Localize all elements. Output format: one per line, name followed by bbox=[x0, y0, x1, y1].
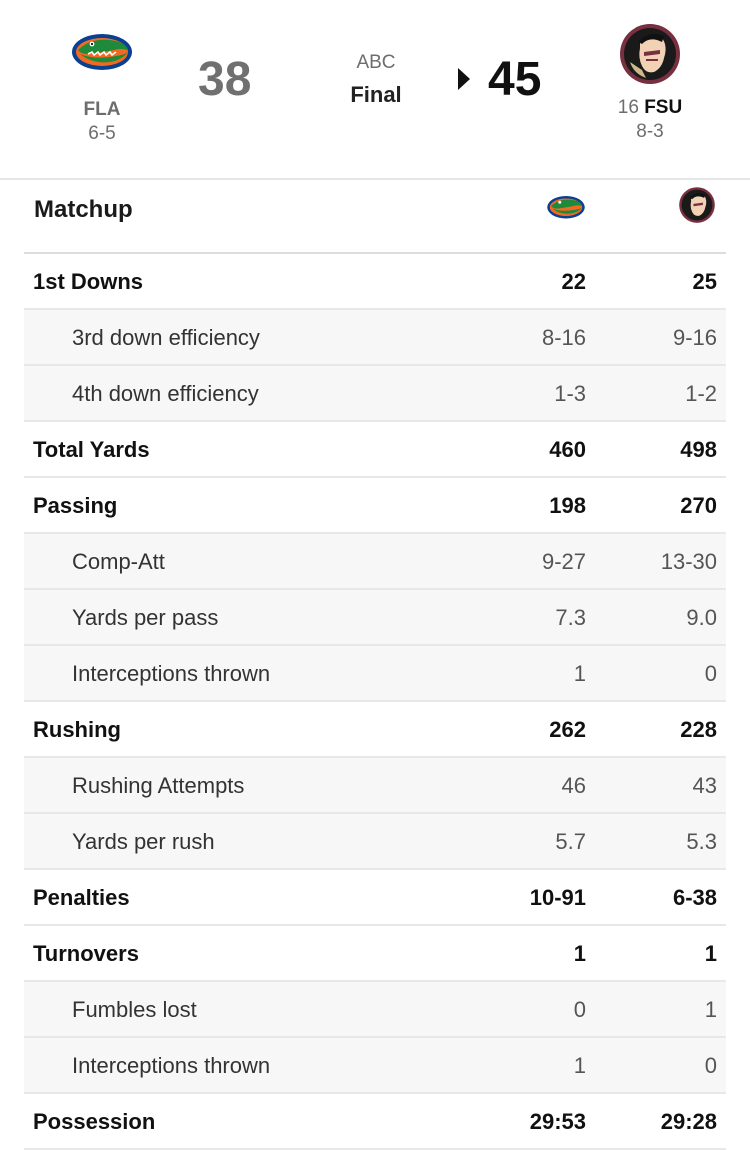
home-value: 1 bbox=[704, 997, 717, 1022]
stat-row: Fumbles lost 0 1 bbox=[24, 982, 726, 1038]
away-value: 0 bbox=[573, 997, 586, 1022]
home-team[interactable]: 16 FSU 8-3 bbox=[600, 22, 700, 143]
home-value: 9.0 bbox=[686, 605, 717, 630]
away-value: 22 bbox=[561, 269, 586, 294]
stat-row: Passing 198 270 bbox=[24, 478, 726, 534]
stat-row: Rushing 262 228 bbox=[24, 702, 726, 758]
stat-label: 3rd down efficiency bbox=[72, 325, 260, 350]
stat-label: Rushing Attempts bbox=[72, 773, 245, 798]
stat-row: Comp-Att 9-27 13-30 bbox=[24, 534, 726, 590]
gator-logo-icon bbox=[72, 34, 132, 70]
stat-row: Penalties 10-91 6-38 bbox=[24, 870, 726, 926]
away-value: 5.7 bbox=[555, 829, 586, 854]
stat-row: Total Yards 460 498 bbox=[24, 422, 726, 478]
home-value: 270 bbox=[680, 493, 717, 518]
away-value: 198 bbox=[549, 493, 586, 518]
stat-row: 3rd down efficiency 8-16 9-16 bbox=[24, 310, 726, 366]
away-record: 6-5 bbox=[88, 123, 116, 144]
stat-rows: 1st Downs 22 25 3rd down efficiency 8-16 9-16… bbox=[24, 254, 726, 1150]
away-value: 10-91 bbox=[529, 885, 586, 910]
away-value: 46 bbox=[561, 773, 586, 798]
stat-label: Fumbles lost bbox=[72, 997, 197, 1022]
seminole-logo-icon bbox=[620, 24, 680, 84]
home-value: 25 bbox=[692, 269, 717, 294]
tv-network: ABC bbox=[356, 52, 396, 73]
seminole-logo-icon bbox=[679, 187, 715, 223]
away-value: 7.3 bbox=[555, 605, 586, 630]
home-value: 0 bbox=[704, 661, 717, 686]
stat-label: 4th down efficiency bbox=[72, 381, 259, 406]
stat-label: Yards per rush bbox=[72, 829, 215, 854]
matchup-header: Matchup bbox=[24, 182, 726, 254]
away-value: 460 bbox=[549, 437, 586, 462]
home-value: 29:28 bbox=[660, 1109, 717, 1134]
stat-label: Interceptions thrown bbox=[72, 1053, 271, 1078]
away-team[interactable]: FLA 6-5 bbox=[52, 28, 152, 145]
stat-label: Possession bbox=[33, 1109, 156, 1134]
away-value: 1 bbox=[573, 941, 586, 966]
scoreboard-header: FLA 6-5 38 ABC Final 45 16 FSU 8-3 bbox=[0, 0, 750, 180]
stat-label: Turnovers bbox=[33, 941, 139, 966]
home-score: 45 bbox=[488, 53, 542, 106]
home-value: 498 bbox=[680, 437, 717, 462]
stat-label: Total Yards bbox=[33, 437, 150, 462]
matchup-table: Matchup 1st Downs 22 25 3rd down efficiency… bbox=[24, 182, 726, 1150]
stat-label: Comp-Att bbox=[72, 549, 165, 574]
stat-row: Interceptions thrown 1 0 bbox=[24, 646, 726, 702]
stat-row: Yards per rush 5.7 5.3 bbox=[24, 814, 726, 870]
stat-label: Passing bbox=[33, 493, 118, 518]
home-value: 6-38 bbox=[672, 885, 717, 910]
away-value: 8-16 bbox=[541, 325, 586, 350]
stat-row: Interceptions thrown 1 0 bbox=[24, 1038, 726, 1094]
home-rank: 16 bbox=[617, 97, 639, 118]
stat-row: Turnovers 1 1 bbox=[24, 926, 726, 982]
away-value: 262 bbox=[549, 717, 586, 742]
stat-label: 1st Downs bbox=[33, 269, 144, 294]
away-value: 1-3 bbox=[554, 381, 586, 406]
stat-row: Possession 29:53 29:28 bbox=[24, 1094, 726, 1150]
away-value: 1 bbox=[573, 1053, 586, 1078]
away-value: 9-27 bbox=[541, 549, 586, 574]
home-value: 0 bbox=[704, 1053, 717, 1078]
stat-row: Yards per pass 7.3 9.0 bbox=[24, 590, 726, 646]
home-value: 228 bbox=[680, 717, 717, 742]
home-value: 13-30 bbox=[660, 549, 717, 574]
away-abbr: FLA bbox=[83, 99, 121, 120]
stat-label: Penalties bbox=[33, 885, 130, 910]
stat-row: 4th down efficiency 1-3 1-2 bbox=[24, 366, 726, 422]
stat-label: Interceptions thrown bbox=[72, 661, 271, 686]
home-value: 1 bbox=[704, 941, 717, 966]
stat-row: Rushing Attempts 46 43 bbox=[24, 758, 726, 814]
gator-logo-icon bbox=[547, 196, 585, 219]
away-score: 38 bbox=[198, 53, 252, 106]
stat-label: Rushing bbox=[33, 717, 121, 742]
away-value: 1 bbox=[573, 661, 586, 686]
home-value: 9-16 bbox=[672, 325, 717, 350]
home-value: 5.3 bbox=[686, 829, 717, 854]
game-status: ABC Final bbox=[316, 52, 436, 108]
final-label: Final bbox=[350, 82, 402, 107]
stat-row: 1st Downs 22 25 bbox=[24, 254, 726, 310]
home-value: 1-2 bbox=[685, 381, 717, 406]
home-abbr: FSU bbox=[644, 97, 683, 118]
stat-label: Yards per pass bbox=[72, 605, 219, 630]
home-value: 43 bbox=[692, 773, 717, 798]
home-record: 8-3 bbox=[636, 121, 664, 142]
winner-arrow-icon bbox=[458, 68, 470, 90]
away-value: 29:53 bbox=[529, 1109, 586, 1134]
matchup-title: Matchup bbox=[34, 196, 133, 223]
